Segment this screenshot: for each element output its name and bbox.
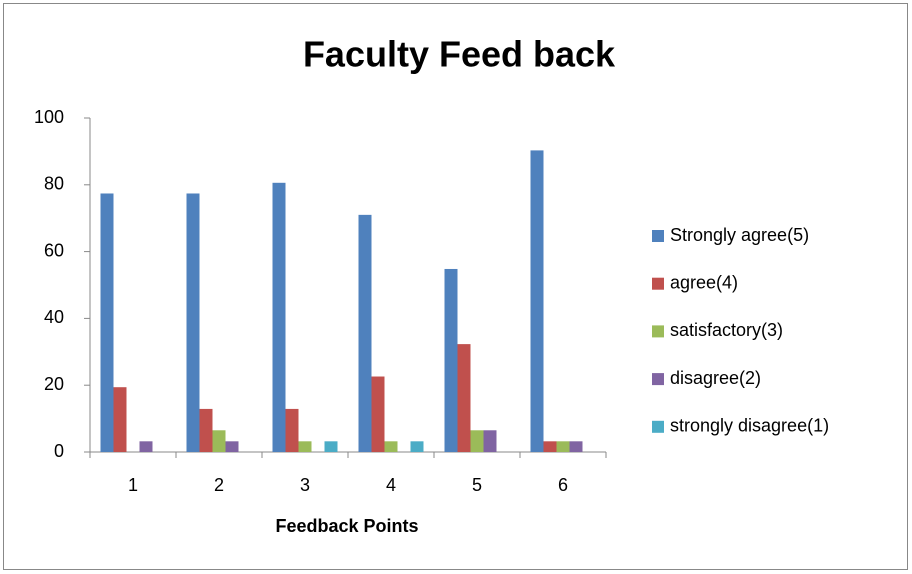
y-tick-label: 60 (44, 240, 64, 260)
y-tick-label: 100 (34, 107, 64, 127)
x-axis-label: Feedback Points (275, 516, 418, 536)
bar (470, 430, 484, 452)
legend-swatch (652, 325, 664, 338)
bar (530, 150, 544, 452)
bar (100, 193, 114, 452)
legend-label: Strongly agree(5) (670, 225, 809, 245)
legend-swatch (652, 420, 664, 433)
bar (324, 441, 338, 452)
bar (285, 408, 299, 452)
legend-swatch (652, 230, 664, 242)
bar (410, 441, 424, 452)
bar (272, 182, 286, 452)
legend-swatch (652, 373, 664, 386)
y-tick-label: 80 (44, 174, 64, 194)
y-tick-label: 20 (44, 374, 64, 394)
bar (457, 344, 471, 452)
legend-swatch (652, 277, 664, 290)
bar (298, 441, 312, 452)
bar (113, 387, 127, 452)
legend-label: disagree(2) (670, 368, 761, 388)
bar (543, 441, 557, 452)
x-tick-label: 5 (472, 475, 482, 495)
bar (444, 268, 458, 452)
bar (225, 441, 239, 452)
bar (212, 430, 226, 452)
bar (371, 376, 385, 452)
legend-label: satisfactory(3) (670, 320, 783, 340)
bar (186, 193, 200, 452)
y-tick-label: 40 (44, 307, 64, 327)
bar (199, 408, 213, 452)
bar (384, 441, 398, 452)
x-tick-label: 2 (214, 475, 224, 495)
bar (569, 441, 583, 452)
x-tick-label: 6 (558, 475, 568, 495)
bar (556, 441, 570, 452)
legend-label: strongly disagree(1) (670, 416, 829, 436)
x-tick-label: 3 (300, 475, 310, 495)
bar (358, 214, 372, 452)
legend-label: agree(4) (670, 272, 738, 292)
x-tick-label: 4 (386, 475, 396, 495)
bar (483, 430, 497, 452)
x-tick-label: 1 (128, 475, 138, 495)
chart-title: Faculty Feed back (303, 34, 616, 75)
y-tick-label: 0 (54, 441, 64, 461)
bar (139, 441, 153, 452)
